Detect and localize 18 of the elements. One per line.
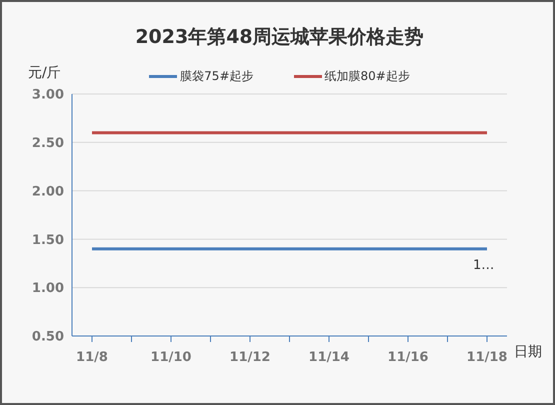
data-label: 1… bbox=[473, 258, 494, 273]
y-tick-label: 2.00 bbox=[32, 184, 64, 200]
y-tick-label: 0.50 bbox=[32, 330, 64, 345]
y-tick-label: 1.50 bbox=[32, 232, 64, 248]
y-axis-title: 元/斤 bbox=[28, 64, 61, 82]
legend-label: 纸加膜80#起步 bbox=[324, 68, 410, 85]
y-tick-label: 2.50 bbox=[32, 136, 64, 152]
y-tick-label: 1.00 bbox=[32, 281, 64, 296]
x-tick-label: 11/8 bbox=[76, 350, 108, 366]
chart-title: 2023年第48周运城苹果价格走势 bbox=[134, 25, 425, 50]
x-tick-label: 11/16 bbox=[388, 350, 428, 366]
x-tick-label: 11/14 bbox=[308, 350, 350, 366]
x-axis-title: 日期 bbox=[514, 343, 542, 361]
x-tick-label: 11/18 bbox=[466, 350, 508, 366]
legend-label: 膜袋75#起步 bbox=[179, 68, 254, 85]
y-tick-label: 3.00 bbox=[32, 88, 64, 103]
x-tick-label: 11/12 bbox=[230, 350, 270, 366]
x-tick-label: 11/10 bbox=[150, 350, 192, 366]
